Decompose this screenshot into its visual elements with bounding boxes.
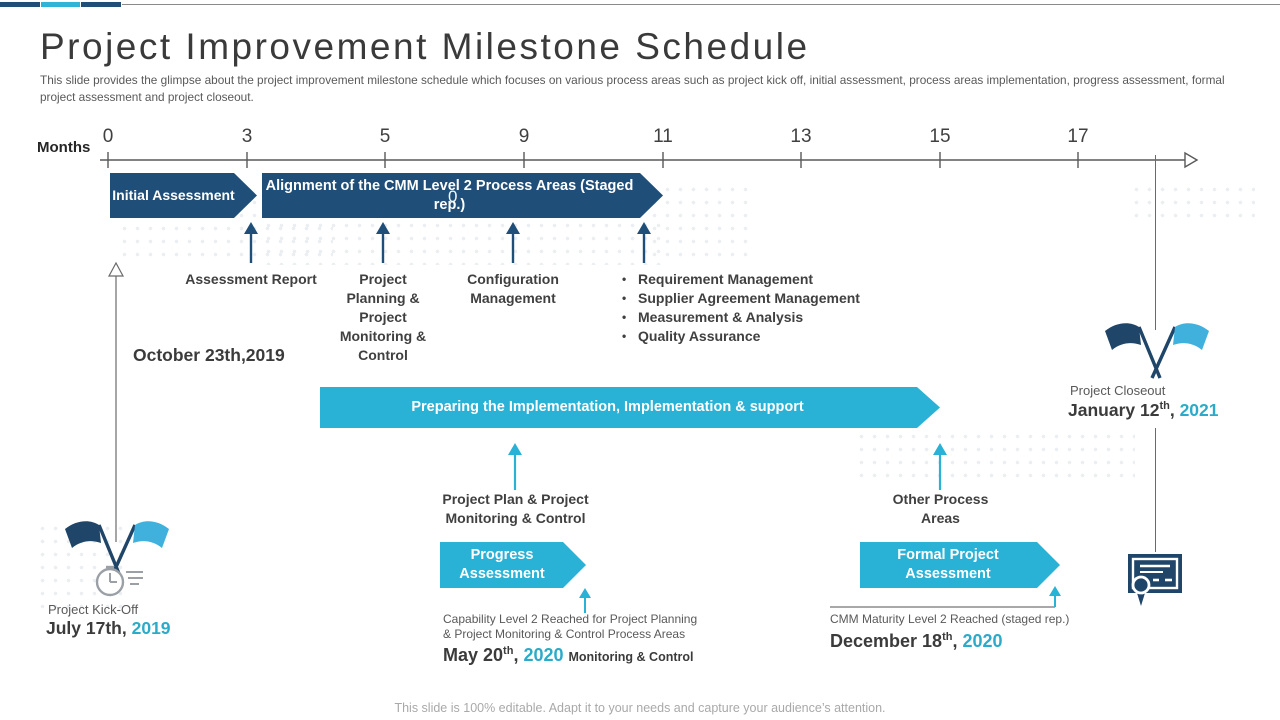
certificate-icon bbox=[1128, 554, 1182, 606]
banner-formal-assessment: Formal Project Assessment bbox=[860, 542, 1060, 588]
topbar-segment-navy-2 bbox=[81, 2, 121, 7]
month-tick-label: 5 bbox=[379, 126, 391, 147]
list-item: Measurement & Analysis bbox=[618, 308, 928, 327]
axis-arrowhead-icon bbox=[1184, 151, 1199, 169]
month-tick-label: 17 bbox=[1067, 126, 1089, 147]
kickoff-label: Project Kick-Off bbox=[48, 602, 139, 617]
list-item: Supplier Agreement Management bbox=[618, 289, 928, 308]
closeout-date: January 12th, 2021 bbox=[1068, 400, 1219, 420]
banner-initial-assessment: Initial Assessment bbox=[110, 173, 257, 218]
month-tick-label: 3 bbox=[241, 126, 253, 147]
month-tick-label: 0 bbox=[102, 126, 114, 147]
up-arrow-icon bbox=[376, 222, 390, 263]
formal-date: December 18th, 2020 bbox=[830, 631, 1003, 651]
kickoff-connector-line bbox=[107, 262, 125, 542]
up-arrow-icon bbox=[933, 443, 947, 490]
timeline-axis bbox=[100, 151, 1199, 169]
month-tick-label: 9 bbox=[518, 126, 530, 147]
up-arrow-icon bbox=[508, 443, 522, 490]
closeout-label: Project Closeout bbox=[1070, 383, 1166, 398]
dot-pattern bbox=[262, 219, 662, 265]
line-arrowhead-icon bbox=[1049, 586, 1061, 596]
banner-alignment: Alignment of the CMM Level 2 Process Are… bbox=[262, 173, 663, 218]
kickoff-flags-icon bbox=[65, 521, 169, 577]
kickoff-date: July 17th, 2019 bbox=[46, 618, 171, 638]
stopwatch-icon bbox=[95, 565, 143, 597]
closeout-connector-line bbox=[1155, 155, 1156, 330]
progress-date: May 20th, 2020 Monitoring & Control bbox=[443, 645, 694, 665]
line-arrowhead-icon bbox=[107, 262, 125, 277]
assessment-report-date: October 23th,2019 bbox=[133, 345, 285, 365]
axis-label: Months bbox=[37, 139, 91, 156]
progress-note: Capability Level 2 Reached for Project P… bbox=[443, 612, 698, 641]
callout-configuration-management: Configuration Management bbox=[467, 271, 559, 306]
topbar-segment-navy bbox=[0, 2, 40, 7]
callout-other-process-areas: Other Process Areas bbox=[892, 491, 989, 526]
formal-note: CMM Maturity Level 2 Reached (staged rep… bbox=[830, 612, 1070, 626]
up-arrow-icon bbox=[244, 222, 258, 263]
process-areas-list: Requirement Management Supplier Agreemen… bbox=[618, 270, 928, 346]
callout-project-planning: Project Planning & Project Monitoring & … bbox=[339, 271, 427, 363]
callout-project-plan: Project Plan & Project Monitoring & Cont… bbox=[442, 491, 589, 526]
topbar-line bbox=[122, 4, 1280, 5]
slide-subtitle: This slide provides the glimpse about th… bbox=[40, 73, 1225, 105]
month-tick-label: 15 bbox=[929, 126, 951, 147]
callout-assessment-report: Assessment Report bbox=[185, 271, 317, 287]
list-item: Requirement Management bbox=[618, 270, 928, 289]
banner-progress-assessment: Progress Assessment bbox=[440, 542, 586, 588]
dot-pattern bbox=[855, 430, 1135, 482]
closeout-flags-icon bbox=[1105, 323, 1209, 379]
up-arrow-icon bbox=[506, 222, 520, 263]
up-arrow-icon bbox=[637, 222, 651, 263]
up-arrow-icon bbox=[579, 588, 591, 613]
list-item: Quality Assurance bbox=[618, 327, 928, 346]
banner-implementation: Preparing the Implementation, Implementa… bbox=[320, 387, 940, 428]
dot-pattern bbox=[1130, 183, 1255, 219]
topbar-segment-cyan bbox=[41, 2, 80, 7]
formal-connector-line bbox=[830, 586, 1061, 608]
month-tick-label: 13 bbox=[790, 126, 812, 147]
dot-pattern bbox=[648, 183, 748, 263]
closeout-connector-line bbox=[1155, 428, 1156, 552]
page-title: Project Improvement Milestone Schedule bbox=[40, 26, 810, 67]
stray-character: 0 bbox=[448, 187, 458, 206]
footer-note: This slide is 100% editable. Adapt it to… bbox=[394, 701, 886, 715]
month-tick-label: 11 bbox=[653, 126, 673, 147]
